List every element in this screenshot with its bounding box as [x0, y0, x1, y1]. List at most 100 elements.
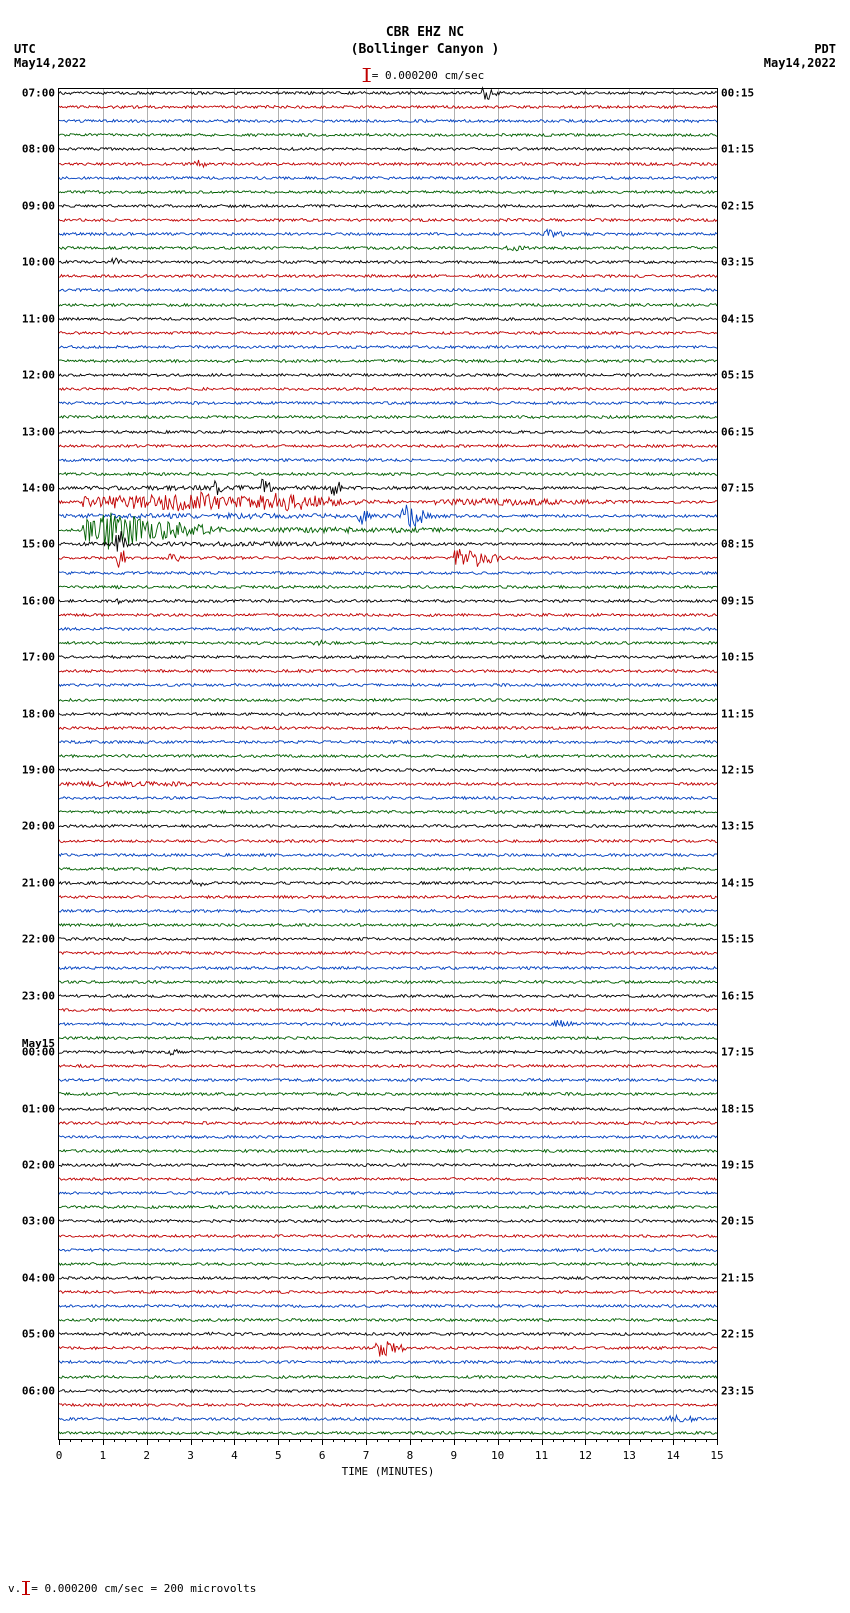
- left-hour-label: 12:00: [22, 369, 55, 382]
- left-hour-label: 08:00: [22, 143, 55, 156]
- seismic-trace: [59, 796, 717, 856]
- left-hour-label: 02:00: [22, 1159, 55, 1172]
- seismic-trace: [59, 740, 717, 800]
- x-tick-mark: [234, 1439, 235, 1445]
- seismic-trace: [59, 684, 717, 744]
- x-tick-mark: [498, 1439, 499, 1445]
- seismic-trace: [59, 1008, 717, 1068]
- right-hour-label: 18:15: [721, 1102, 754, 1115]
- x-tick-mark-minor: [662, 1439, 663, 1442]
- x-tick-mark-minor: [256, 1439, 257, 1442]
- seismic-trace: [59, 627, 717, 687]
- footer: v. = 0.000200 cm/sec = 200 microvolts: [8, 1581, 256, 1595]
- x-tick-mark-minor: [684, 1439, 685, 1442]
- date-right: May14,2022: [764, 56, 836, 70]
- x-tick-mark: [410, 1439, 411, 1445]
- seismic-trace: [59, 867, 717, 927]
- x-axis-label: TIME (MINUTES): [342, 1465, 435, 1478]
- seismic-trace: [59, 91, 717, 151]
- x-tick-mark-minor: [333, 1439, 334, 1442]
- grid-vertical: [103, 89, 104, 1439]
- x-tick-mark-minor: [487, 1439, 488, 1442]
- seismic-trace: [59, 387, 717, 447]
- grid-vertical: [498, 89, 499, 1439]
- grid-vertical: [629, 89, 630, 1439]
- grid-vertical: [454, 89, 455, 1439]
- seismic-trace: [59, 1318, 717, 1378]
- seismic-trace: [59, 543, 717, 603]
- x-tick-mark-minor: [81, 1439, 82, 1442]
- x-tick-mark-minor: [706, 1439, 707, 1442]
- grid-vertical: [234, 89, 235, 1439]
- right-hour-label: 15:15: [721, 933, 754, 946]
- seismic-trace: [59, 1248, 717, 1308]
- left-hour-label: 18:00: [22, 707, 55, 720]
- left-hour-label: 22:00: [22, 933, 55, 946]
- x-tick-mark-minor: [355, 1439, 356, 1442]
- seismic-trace: [59, 1290, 717, 1350]
- seismic-trace: [59, 571, 717, 631]
- x-tick-mark-minor: [432, 1439, 433, 1442]
- x-tick-mark-minor: [640, 1439, 641, 1442]
- right-hour-label: 02:15: [721, 199, 754, 212]
- right-hour-label: 04:15: [721, 312, 754, 325]
- left-hour-label: 14:00: [22, 481, 55, 494]
- x-tick-mark-minor: [388, 1439, 389, 1442]
- timezone-right: PDT: [814, 42, 836, 56]
- seismic-trace: [59, 1304, 717, 1364]
- seismic-trace: [59, 528, 717, 588]
- seismic-trace: [59, 218, 717, 278]
- plot-area: TIME (MINUTES) 012345678910111213141507:…: [58, 88, 718, 1440]
- x-tick-label: 12: [579, 1449, 592, 1462]
- seismic-trace: [59, 232, 717, 292]
- x-tick-mark: [322, 1439, 323, 1445]
- seismic-trace: [59, 204, 717, 264]
- x-tick-mark: [59, 1439, 60, 1445]
- x-tick-mark-minor: [125, 1439, 126, 1442]
- seismic-trace: [59, 514, 717, 574]
- seismic-trace: [59, 853, 717, 913]
- seismic-trace: [59, 1149, 717, 1209]
- x-tick-mark: [629, 1439, 630, 1445]
- left-hour-label: 13:00: [22, 425, 55, 438]
- seismic-trace: [59, 754, 717, 814]
- x-tick-label: 11: [535, 1449, 548, 1462]
- left-hour-label: 21:00: [22, 876, 55, 889]
- scale-indicator: = 0.000200 cm/sec: [366, 68, 485, 82]
- seismic-trace: [59, 655, 717, 715]
- seismic-trace: [59, 1163, 717, 1223]
- seismic-trace: [59, 486, 717, 546]
- x-tick-mark-minor: [169, 1439, 170, 1442]
- scale-bar-icon: [25, 1581, 27, 1595]
- x-tick-mark: [542, 1439, 543, 1445]
- left-hour-label: 20:00: [22, 820, 55, 833]
- seismic-trace: [59, 500, 717, 560]
- x-tick-mark-minor: [245, 1439, 246, 1442]
- seismic-trace: [59, 119, 717, 179]
- timezone-left: UTC: [14, 42, 36, 56]
- x-tick-mark-minor: [596, 1439, 597, 1442]
- x-tick-mark-minor: [344, 1439, 345, 1442]
- seismic-trace: [59, 811, 717, 871]
- seismic-trace: [59, 712, 717, 772]
- right-hour-label: 09:15: [721, 594, 754, 607]
- seismic-trace: [59, 1262, 717, 1322]
- seismic-trace: [59, 1332, 717, 1392]
- left-hour-label: 06:00: [22, 1384, 55, 1397]
- x-tick-mark-minor: [224, 1439, 225, 1442]
- x-tick-label: 15: [710, 1449, 723, 1462]
- grid-vertical: [191, 89, 192, 1439]
- x-tick-label: 14: [667, 1449, 680, 1462]
- header: CBR EHZ NC (Bollinger Canyon ): [0, 25, 850, 59]
- seismic-trace: [59, 670, 717, 730]
- seismic-trace: [59, 472, 717, 532]
- seismic-trace: [59, 1220, 717, 1280]
- right-hour-label: 13:15: [721, 820, 754, 833]
- seismic-trace: [59, 430, 717, 490]
- right-hour-label: 21:15: [721, 1271, 754, 1284]
- x-tick-mark-minor: [377, 1439, 378, 1442]
- right-hour-label: 08:15: [721, 538, 754, 551]
- seismic-trace: [59, 1093, 717, 1153]
- seismic-trace: [59, 1036, 717, 1096]
- right-hour-label: 06:15: [721, 425, 754, 438]
